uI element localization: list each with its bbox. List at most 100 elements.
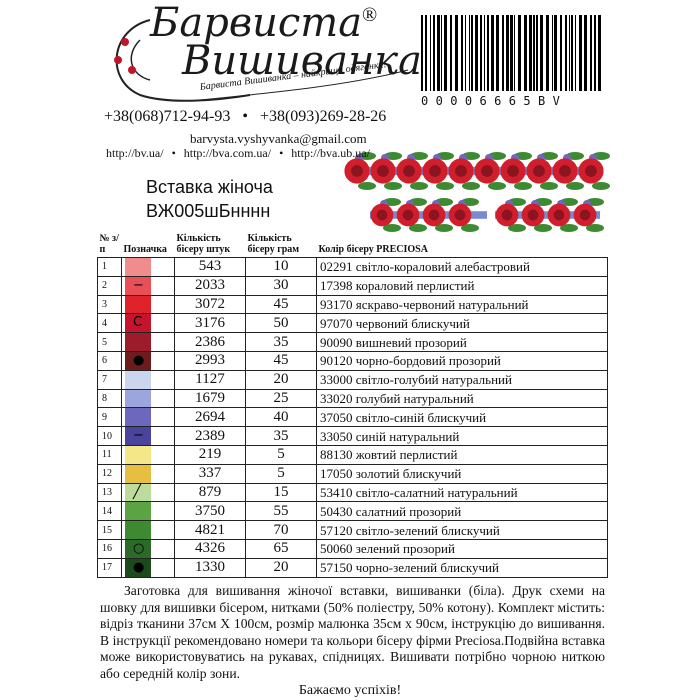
table-row: 9 2694 40 37050 світло-синій блискучий (97, 407, 608, 428)
website: http://bv.ua/ (106, 146, 164, 160)
barcode-bar (465, 15, 466, 91)
closing: Бажаємо успіхів! (298, 683, 402, 698)
row-number: 3 (97, 294, 122, 315)
table-row: 8 1679 25 33020 голубий натуральний (97, 388, 608, 409)
swatch-symbol: ● (133, 559, 145, 575)
embroidery-rose-core (501, 209, 513, 221)
swatch-cell: ○ (121, 538, 175, 559)
color-swatch (125, 521, 151, 539)
barcode-bar (565, 15, 567, 91)
row-number: 5 (97, 332, 122, 352)
color-swatch (125, 408, 151, 427)
row-number: 16 (97, 538, 122, 559)
bead-count: 1330 (174, 557, 246, 578)
barcode-bar (430, 15, 431, 91)
embroidery-leaf (592, 182, 610, 190)
logo-swirl (130, 39, 151, 81)
bead-color-name: 88130 жовтий перлистий (316, 444, 608, 465)
bead-color-name: 02291 світло-кораловий алебастровий (316, 257, 608, 277)
barcode-bar (529, 15, 532, 91)
table-row: 12 337 5 17050 золотий блискучий (97, 463, 608, 484)
bead-color-name: 17050 золотий блискучий (316, 463, 608, 484)
barcode-bar (502, 15, 504, 91)
bead-grams: 40 (245, 407, 317, 428)
bead-grams: 15 (245, 482, 317, 503)
websites: http://bv.ua/http://bva.com.ua/http://bv… (106, 146, 370, 161)
color-swatch: − (125, 427, 151, 445)
bead-count: 2389 (174, 426, 246, 446)
column-header: Позначка (123, 244, 167, 255)
swatch-cell: ╱ (121, 482, 175, 503)
bead-count: 2993 (174, 350, 246, 371)
bead-color-name: 37050 світло-синій блискучий (316, 407, 608, 428)
barcode-bar (455, 15, 458, 91)
embroidery-rose-core (377, 165, 389, 177)
bead-count: 219 (174, 444, 246, 465)
embroidery-rose-core (481, 165, 493, 177)
table-row: 11 219 5 88130 жовтий перлистий (97, 444, 608, 465)
embroidery-rose-core (533, 165, 545, 177)
bead-grams: 5 (245, 463, 317, 484)
registered-mark: ® (362, 4, 378, 26)
row-number: 7 (97, 369, 122, 390)
barcode-bar (552, 15, 553, 91)
barcode-bar (484, 15, 485, 91)
embroidery-leaf (514, 182, 532, 190)
embroidery-leaf (508, 224, 526, 232)
bead-grams: 55 (245, 501, 317, 522)
bead-grams: 45 (245, 350, 317, 371)
brand-line2: Вишиванка (182, 38, 423, 84)
swatch-cell (121, 463, 175, 484)
embroidery-rose-core (376, 209, 388, 221)
bead-color-name: 90090 вишневий прозорий (316, 332, 608, 352)
bead-count: 2386 (174, 332, 246, 352)
bead-color-name: 33000 світло-голубий натуральний (316, 369, 608, 390)
bead-color-name: 33020 голубий натуральний (316, 388, 608, 409)
barcode-bar (441, 15, 442, 91)
embroidery-leaf (540, 182, 558, 190)
row-number: 17 (97, 557, 122, 578)
barcode-bar (471, 15, 473, 91)
bead-grams: 35 (245, 426, 317, 446)
phone: +38(093)269-28-26 (230, 108, 386, 125)
barcode-bar (433, 15, 435, 91)
bead-count: 4821 (174, 520, 246, 540)
column-header: Кількість бісеру грам (247, 233, 300, 255)
table-row: 3 3072 45 93170 яскраво-червоний натуральни… (97, 294, 608, 315)
swatch-cell: − (121, 426, 175, 446)
swatch-symbol: − (133, 428, 144, 444)
embroidery-leaf (586, 224, 604, 232)
swatch-cell (121, 332, 175, 352)
table-row: 2− 2033 30 17398 кораловий перлистий (97, 275, 608, 296)
bead-count: 879 (174, 482, 246, 503)
barcode-bar (475, 15, 478, 91)
embroidery-rose-core (429, 165, 441, 177)
logo-swirl (115, 19, 251, 102)
embroidery-rose-core (553, 209, 565, 221)
embroidery-rose-core (455, 165, 467, 177)
embroidery-leaf (409, 224, 427, 232)
color-swatch (125, 333, 151, 351)
barcode-bar (546, 15, 549, 91)
bead-count: 1679 (174, 388, 246, 409)
barcode-bar (533, 15, 535, 91)
color-swatch (125, 295, 151, 314)
swatch-cell (121, 407, 175, 428)
barcode-bar (506, 15, 509, 91)
swatch-symbol: − (133, 277, 144, 293)
bead-count: 2694 (174, 407, 246, 428)
embroidery-rose-core (454, 209, 466, 221)
description: Заготовка для вишивання жіночої вставки,… (100, 583, 605, 681)
swatch-symbol: C (133, 315, 143, 331)
embroidery-rose-core (527, 209, 539, 221)
color-swatch (125, 370, 151, 389)
barcode-bar (598, 15, 601, 91)
swatch-cell: − (121, 275, 175, 296)
color-swatch: ● (125, 351, 151, 370)
table-row: 7 1127 20 33000 світло-голубий натуральний (97, 369, 608, 390)
bead-grams: 5 (245, 444, 317, 465)
row-number: 4 (97, 313, 122, 334)
barcode-bar (518, 15, 521, 91)
